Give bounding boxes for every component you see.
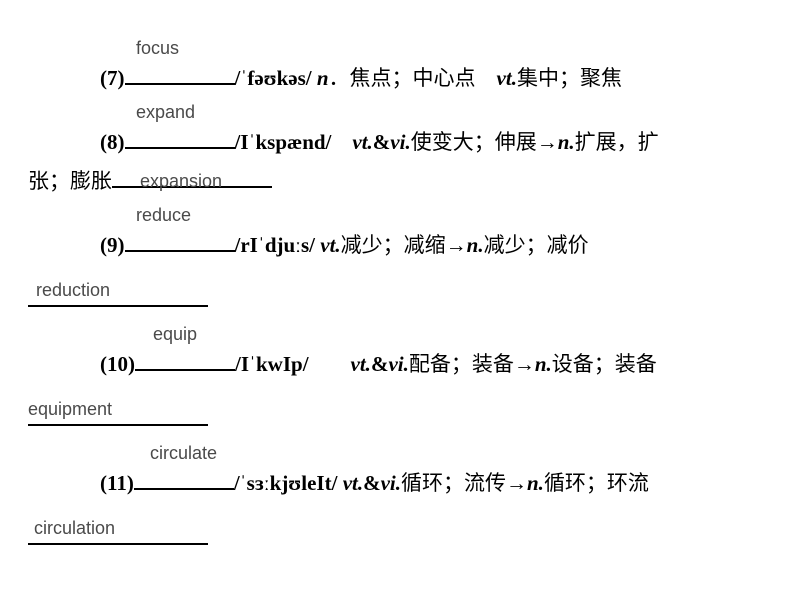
amp: & xyxy=(371,352,389,376)
def: 配备；装备→ xyxy=(409,352,535,376)
entry-10-line2-wrap: equipment xyxy=(28,401,766,435)
entry-9-line2 xyxy=(28,282,766,316)
def: 使变大；伸展→ xyxy=(411,130,558,154)
phon: /ˈfəʊkəs/ xyxy=(235,66,312,90)
pos: vi. xyxy=(388,352,408,376)
entry-10-line1: (10) /IˈkwIp/ vt.&vi.配备；装备→n.设备；装备 xyxy=(28,346,766,380)
amp: & xyxy=(363,471,381,495)
pos: vt. xyxy=(320,233,340,257)
phon: /IˈkwIp/ xyxy=(235,352,330,376)
vocab-list: focus (7)/ˈfəʊkəs/ n．焦点；中心点 vt.集中；聚焦 exp… xyxy=(0,0,794,554)
answer-8a: expand xyxy=(136,102,195,123)
blank xyxy=(125,60,235,85)
entry-num: (9) xyxy=(100,233,125,257)
entry-9-line2-wrap: reduction xyxy=(28,282,766,316)
entry-9: reduce (9)/rIˈdjuːs/ vt.减少；减缩→n.减少；减价 re… xyxy=(28,227,766,316)
def: 集中；聚焦 xyxy=(517,66,622,90)
entry-7: focus (7)/ˈfəʊkəs/ n．焦点；中心点 vt.集中；聚焦 xyxy=(28,60,766,94)
def: ．焦点；中心点 xyxy=(329,66,497,90)
entry-10-line2 xyxy=(28,401,766,435)
phon: /rIˈdjuːs/ xyxy=(235,233,316,257)
pos: n. xyxy=(535,352,552,376)
answer-10a: equip xyxy=(153,324,197,345)
phon: /ˈsɜːkjʊleIt xyxy=(234,471,332,495)
def: 减少；减价 xyxy=(484,233,589,257)
answer-7: focus xyxy=(136,38,179,59)
pos: vi. xyxy=(390,130,410,154)
entry-8-line2-wrap: expansion 张；膨胀 xyxy=(28,163,766,197)
answer-9b: reduction xyxy=(36,280,110,301)
entry-9-line1: (9) /rIˈdjuːs/ vt.减少；减缩→n.减少；减价 xyxy=(28,227,766,261)
pos: n. xyxy=(558,130,575,154)
entry-8: expand (8)/Iˈkspænd/ vt.&vi.使变大；伸展→n.扩展，… xyxy=(28,124,766,197)
entry-8-line1: (8) /Iˈkspænd/ vt.&vi.使变大；伸展→n.扩展，扩 xyxy=(28,124,766,158)
def: 减少；减缩→ xyxy=(341,233,467,257)
entry-num: (10) xyxy=(100,352,135,376)
answer-11a: circulate xyxy=(150,443,217,464)
blank xyxy=(125,227,235,252)
answer-10b: equipment xyxy=(28,399,112,420)
blank xyxy=(125,124,235,149)
def: 循环；流传→ xyxy=(401,471,527,495)
def: 设备；装备 xyxy=(552,352,657,376)
answer-9a: reduce xyxy=(136,205,191,226)
entry-num: (11) xyxy=(100,471,134,495)
pos: n. xyxy=(527,471,544,495)
pos: vt. xyxy=(343,471,363,495)
answer-11b: circulation xyxy=(34,518,115,539)
pos: vi. xyxy=(381,471,401,495)
pos: n xyxy=(317,66,329,90)
def: 循环；环流 xyxy=(544,471,649,495)
entry-num: (8) xyxy=(100,130,125,154)
entry-num: (7) xyxy=(100,66,125,90)
def: 扩展，扩 xyxy=(575,130,659,154)
entry-8-line2: 张；膨胀 xyxy=(28,163,766,197)
pos: vt. xyxy=(351,352,371,376)
entry-10: equip (10)/IˈkwIp/ vt.&vi.配备；装备→n.设备；装备 … xyxy=(28,346,766,435)
pos: vt. xyxy=(352,130,372,154)
entry-11-line1: (11) /ˈsɜːkjʊleIt/ vt.&vi.循环；流传→n.循环；环流 xyxy=(28,465,766,499)
blank xyxy=(134,465,234,490)
entry-11-line2-wrap: circulation xyxy=(28,520,766,554)
cont: 张；膨胀 xyxy=(28,169,112,193)
pos: n. xyxy=(467,233,484,257)
blank xyxy=(135,346,235,371)
phon: /Iˈkspænd/ xyxy=(235,130,353,154)
entry-11: circulate (11)/ˈsɜːkjʊleIt/ vt.&vi.循环；流传… xyxy=(28,465,766,554)
entry-7-line: (7) /ˈfəʊkəs/ n．焦点；中心点 vt.集中；聚焦 xyxy=(28,60,766,94)
answer-8b: expansion xyxy=(140,171,222,192)
amp: & xyxy=(373,130,391,154)
phon-close: / xyxy=(332,471,338,495)
entry-11-line2 xyxy=(28,520,766,554)
pos: vt. xyxy=(497,66,517,90)
